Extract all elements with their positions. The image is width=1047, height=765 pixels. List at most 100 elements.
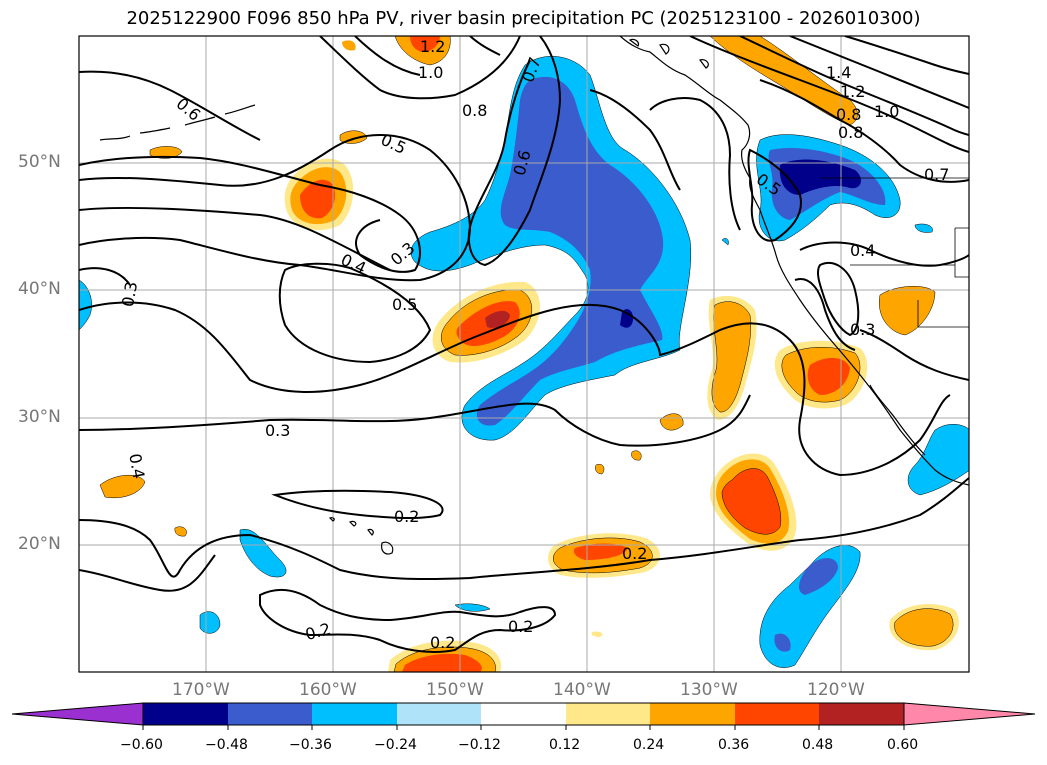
- lon-label: 170°W: [172, 680, 230, 700]
- colorbar-bin: [397, 703, 481, 725]
- pos-region-bottom-red: [402, 653, 482, 672]
- map-area: 1.2 1.0 1.4 1.2 1.0 0.8 0.8 0.7 0.6 0.8 …: [79, 36, 969, 672]
- neg-region-small-3: [721, 238, 729, 246]
- lon-label: 130°W: [680, 680, 738, 700]
- contour-23: [747, 148, 802, 242]
- contour-7: [79, 301, 951, 477]
- colorbar-tick-label: −0.24: [374, 737, 417, 753]
- colorbar-extend-low: [11, 702, 144, 726]
- coastlines: [99, 36, 969, 555]
- colorbar-tick-label: 0.12: [549, 737, 581, 753]
- pv-contours: [79, 36, 969, 653]
- contour-8: [79, 394, 751, 447]
- colorbar-bin: [650, 703, 735, 725]
- neg-region-west: [79, 279, 92, 331]
- contour-label: 0.3: [850, 320, 875, 339]
- pos-patch-9: [591, 631, 603, 637]
- contour-10: [79, 554, 216, 592]
- pos-region-top-small: [342, 40, 356, 51]
- contour-18: [689, 36, 969, 153]
- colorbar-bin: [228, 703, 312, 725]
- contour-20: [789, 36, 969, 109]
- map-frame: [78, 35, 970, 673]
- contour-label: 0.4: [850, 241, 875, 260]
- coast-hawaii: [328, 517, 394, 555]
- contour-label: 1.4: [826, 63, 851, 82]
- pos-region-coast-red: [807, 357, 850, 395]
- contour-17: [649, 97, 741, 231]
- colorbar-tick-label: −0.48: [205, 737, 248, 753]
- contour-25: [816, 262, 860, 337]
- border-lines: [820, 177, 969, 328]
- lon-label: 120°W: [807, 680, 865, 700]
- contour-label: 1.0: [418, 63, 443, 82]
- contour-label: 1.2: [420, 37, 445, 56]
- map-title: 2025122900 F096 850 hPa PV, river basin …: [126, 8, 921, 29]
- contour-label: 0.4: [125, 452, 148, 480]
- contour-label: 0.8: [838, 123, 863, 142]
- colorbar-tick-label: 0.36: [718, 737, 750, 753]
- contour-16: [589, 89, 681, 191]
- colorbar-tick-marks: [142, 725, 905, 730]
- colorbar-bin: [312, 703, 397, 725]
- lat-label: 30°N: [18, 407, 61, 427]
- lat-label: 40°N: [18, 279, 61, 299]
- contour-4: [79, 206, 391, 271]
- contour-label: 0.7: [924, 165, 949, 184]
- contour-label: 0.8: [836, 105, 861, 124]
- colorbar-tick-label: 0.24: [633, 737, 665, 753]
- contour-14: [354, 36, 501, 76]
- coast-baja: [869, 384, 926, 456]
- contour-label: 0.5: [392, 295, 417, 314]
- contour-15: [467, 36, 562, 267]
- neg-region-small-2: [454, 603, 491, 612]
- colorbar-tick-label: 0.48: [802, 737, 834, 753]
- colorbar-tick-label: −0.36: [289, 737, 332, 753]
- contour-label: 0.8: [462, 101, 487, 120]
- contour-26: [794, 278, 969, 381]
- contour-12: [259, 588, 557, 653]
- contour-label: 0.2: [394, 507, 419, 526]
- contour-label: 0.2: [508, 617, 533, 636]
- coast-alaska: [619, 36, 761, 211]
- pos-region-west-red: [300, 179, 335, 219]
- colorbar-tick-label: −0.60: [120, 737, 163, 753]
- contour-22: [759, 79, 969, 183]
- colorbar-tick-label: −0.12: [458, 737, 501, 753]
- contour-11: [271, 489, 444, 520]
- coast-pnw: [759, 209, 969, 486]
- coast-aleutians: [99, 104, 256, 141]
- neg-region-south-inner: [798, 558, 838, 595]
- lat-label: 50°N: [18, 152, 61, 172]
- coast-islands: [628, 38, 709, 69]
- shading-positive: [99, 36, 959, 672]
- contour-label: 0.3: [118, 280, 141, 308]
- pos-patch-6: [631, 450, 642, 461]
- contour-2: [79, 155, 421, 273]
- contour-6: [278, 262, 432, 364]
- neg-region-small-4: [914, 223, 933, 233]
- contour-24: [799, 241, 969, 267]
- pos-patch-7: [595, 464, 605, 475]
- contour-label: 0.2: [622, 544, 647, 563]
- pos-region-center-core: [485, 310, 510, 328]
- neg-region-south-core: [774, 633, 791, 652]
- contour-label: 1.0: [874, 102, 899, 121]
- colorbar-bin: [143, 703, 228, 725]
- colorbar-bin: [819, 703, 904, 725]
- colorbar-bin: [735, 703, 819, 725]
- contour-13: [319, 36, 521, 100]
- colorbar-bin: [481, 703, 566, 725]
- contour-5: [79, 267, 131, 286]
- neg-region-small-1: [199, 611, 221, 634]
- lat-label: 20°N: [18, 534, 61, 554]
- lon-label: 140°W: [553, 680, 611, 700]
- contour-label: 0.2: [430, 633, 455, 652]
- pos-region-top-red: [410, 36, 440, 52]
- contour-19: [739, 36, 969, 136]
- contour-9: [79, 477, 969, 581]
- colorbar-bin: [566, 703, 650, 725]
- colorbar-extend-high: [903, 702, 1036, 726]
